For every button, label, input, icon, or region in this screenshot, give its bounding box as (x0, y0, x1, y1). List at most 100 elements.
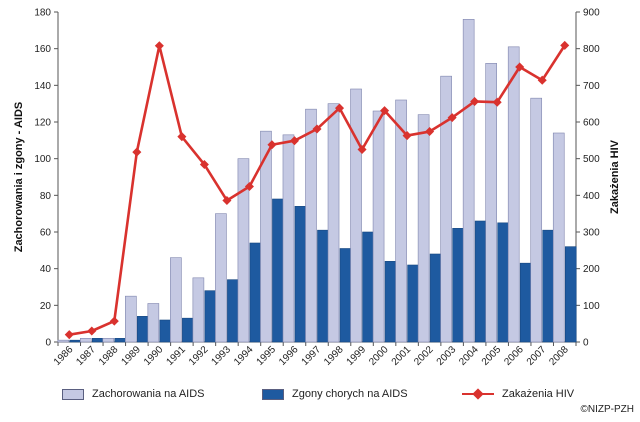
x-tick-label: 1995 (255, 344, 279, 368)
bar-aids-cases (462, 19, 475, 343)
y-tick-right-label: 800 (583, 44, 600, 55)
bar-aids-deaths (542, 229, 555, 343)
credit: ©NIZP-PZH (580, 404, 634, 415)
x-tick-label: 1996 (277, 344, 301, 368)
x-tick-label: 2002 (412, 344, 436, 368)
bar-aids-cases (507, 46, 520, 343)
y-tick-left-label: 40 (40, 264, 52, 275)
x-tick-label: 1998 (322, 344, 346, 368)
legend-item-hiv-infections: Zakażenia HIV (462, 388, 574, 400)
x-tick-label: 2007 (525, 344, 549, 368)
legend-swatch-aids-deaths (262, 388, 284, 400)
bar-aids-deaths (474, 220, 487, 343)
y-tick-left-label: 0 (45, 338, 51, 349)
bar-aids-cases (440, 75, 452, 343)
bar-aids-cases (102, 338, 115, 343)
x-tick-label: 2000 (367, 344, 391, 368)
bar-aids-cases (125, 295, 137, 343)
bar-aids-deaths (272, 198, 284, 343)
y-tick-left-label: 120 (34, 118, 51, 129)
hiv-line-point (132, 147, 142, 157)
bar-aids-deaths (91, 338, 104, 343)
bar-aids-cases (395, 99, 407, 343)
hiv-line-point (154, 41, 164, 51)
x-tick-label: 1987 (74, 344, 98, 368)
y-tick-left-label: 60 (40, 228, 52, 239)
x-tick-label: 1993 (210, 344, 234, 368)
x-tick-label: 1992 (187, 344, 211, 368)
y-tick-left-label: 140 (34, 81, 51, 92)
bar-aids-cases (485, 63, 497, 343)
bar-aids-deaths (407, 264, 419, 343)
bar-aids-cases (170, 257, 182, 343)
bar-aids-cases (237, 158, 250, 343)
bars (57, 19, 577, 343)
x-tick-label: 1989 (119, 344, 143, 368)
bar-aids-deaths (227, 279, 239, 343)
y-tick-right-label: 100 (583, 301, 600, 312)
hiv-line-point (64, 330, 74, 340)
y-tick-right-label: 0 (583, 338, 589, 349)
bar-aids-deaths (249, 242, 262, 343)
hiv-line-point (380, 106, 390, 116)
bar-aids-cases (372, 110, 385, 343)
y-tick-right-label: 200 (583, 264, 600, 275)
y-tick-left-label: 80 (40, 191, 52, 202)
y-tick-left-label: 160 (34, 44, 51, 55)
y-tick-left-label: 20 (40, 301, 52, 312)
x-tick-label: 1997 (300, 344, 324, 368)
x-tick-label: 1991 (164, 344, 188, 368)
x-tick-label: 1999 (345, 344, 369, 368)
y-tick-right-label: 300 (583, 228, 600, 239)
hiv-line-point (312, 124, 322, 134)
bar-aids-cases (552, 132, 565, 343)
x-tick-label: 1990 (142, 344, 166, 368)
legend-swatch-hiv-infections (462, 388, 494, 400)
hiv-line-point (470, 96, 480, 106)
hiv-line-point (492, 97, 502, 107)
x-tick-label: 2001 (390, 344, 414, 368)
bar-aids-cases (260, 130, 272, 343)
bar-aids-deaths (137, 316, 149, 343)
hiv-line (64, 40, 570, 340)
legend-swatch-aids-cases (62, 388, 84, 400)
bar-aids-cases (530, 97, 543, 343)
bar-aids-deaths (182, 317, 194, 343)
bar-aids-deaths (384, 261, 397, 343)
bar-aids-cases (79, 338, 92, 343)
bar-aids-deaths (69, 339, 82, 343)
bar-aids-cases (327, 103, 340, 343)
y-axis-right-title: Zakażenia HIV (609, 139, 621, 214)
legend-label-aids-cases: Zachorowania na AIDS (92, 388, 205, 400)
bar-aids-deaths (159, 319, 172, 343)
hiv-line-point (334, 103, 345, 113)
legend-label-hiv-infections: Zakażenia HIV (502, 388, 575, 400)
y-tick-left-label: 180 (34, 8, 51, 19)
bar-aids-deaths (114, 338, 127, 343)
bar-aids-deaths (452, 228, 464, 343)
hiv-line-point (87, 326, 97, 336)
legend-item-aids-deaths: Zgony chorych na AIDS (262, 388, 408, 400)
bar-aids-cases (305, 108, 317, 343)
bar-aids-cases (57, 339, 70, 343)
hiv-line-point (402, 131, 412, 141)
bar-aids-cases (147, 303, 160, 343)
bar-aids-deaths (429, 253, 442, 343)
x-tick-label: 2003 (435, 344, 459, 368)
x-tick-label: 2005 (480, 344, 504, 368)
bar-aids-deaths (564, 246, 577, 343)
y-axis-left-title: Zachorowania i zgony - AIDS (13, 102, 25, 253)
legend: Zachorowania na AIDS Zgony chorych na AI… (60, 388, 600, 408)
x-tick-label: 1994 (232, 344, 256, 368)
y-tick-right-label: 500 (583, 154, 600, 165)
bar-aids-deaths (362, 231, 374, 343)
hiv-line-point (199, 160, 209, 170)
hiv-line-point (267, 140, 277, 150)
bar-aids-cases (350, 88, 362, 343)
bar-aids-cases (282, 134, 295, 343)
hiv-line-point (222, 195, 232, 205)
hiv-line-point (109, 316, 119, 326)
bar-aids-deaths (519, 262, 532, 343)
y-tick-right-label: 400 (583, 191, 600, 202)
